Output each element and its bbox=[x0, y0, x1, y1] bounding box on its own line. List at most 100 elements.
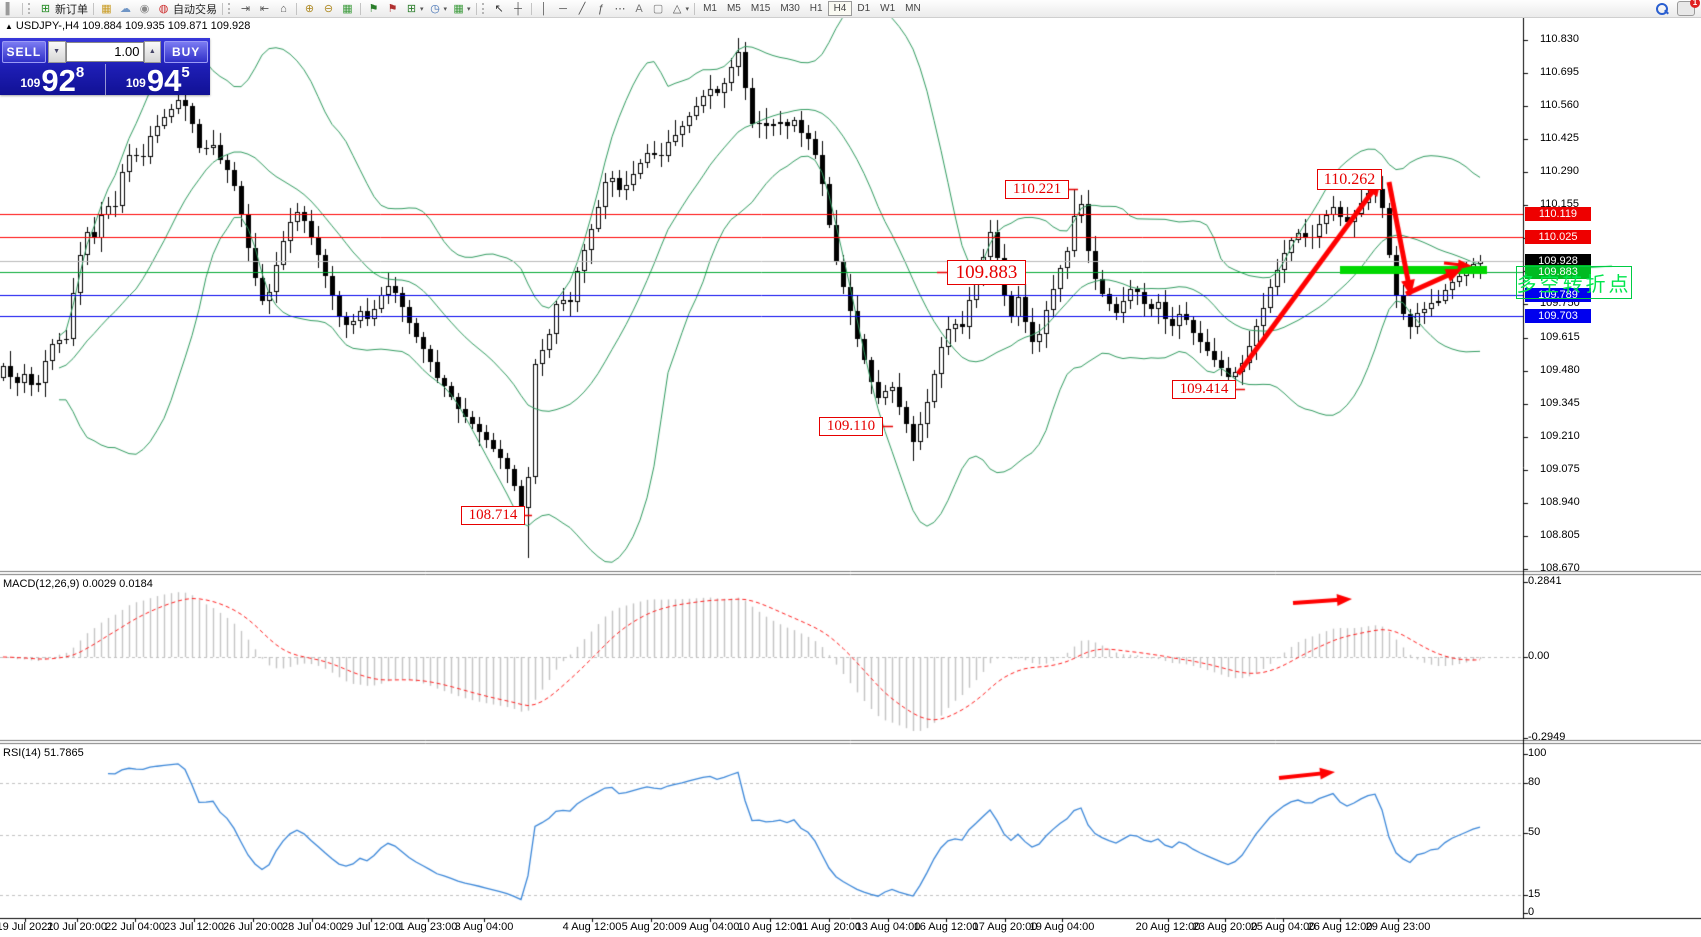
dropdown-arrow-icon: ▾ bbox=[443, 5, 448, 13]
timeframe-m5[interactable]: M5 bbox=[726, 3, 741, 14]
toolbar-separator bbox=[530, 2, 532, 15]
price-tick-label: 109.345 bbox=[1540, 396, 1580, 409]
price-label-110221[interactable]: 110.221 bbox=[1005, 180, 1069, 199]
date-axis-label: 9 Aug 04:00 bbox=[680, 921, 740, 933]
timeframe-d1[interactable]: D1 bbox=[857, 3, 871, 14]
date-axis-label: 26 Aug 12:00 bbox=[1307, 921, 1373, 933]
tile-windows-button[interactable]: ▦ bbox=[338, 1, 357, 16]
vertical-line-icon: │ bbox=[540, 2, 548, 15]
chart-mode-button[interactable]: ▦ ▾ bbox=[449, 1, 473, 16]
objects-flag-icon: ⚑ bbox=[387, 2, 398, 15]
timeframe-m15[interactable]: M15 bbox=[750, 3, 771, 14]
toolbar-separator bbox=[475, 2, 477, 15]
pivot-annotation[interactable]: 多空转折点 bbox=[1516, 266, 1632, 299]
price-label-110262[interactable]: 110.262 bbox=[1317, 169, 1382, 190]
search-icon[interactable] bbox=[1655, 2, 1669, 16]
indicators-flag-icon: ⚑ bbox=[368, 2, 379, 15]
volume-input[interactable] bbox=[65, 41, 144, 62]
date-axis-label: 5 Aug 20:00 bbox=[621, 921, 681, 933]
date-axis-label: 10 Aug 12:00 bbox=[737, 921, 803, 933]
autotrading-label: 自动交易 bbox=[173, 3, 217, 16]
tile-windows-icon: ▦ bbox=[342, 2, 353, 15]
toolbar: ▌ ⊞ 新订单 ▦ ☁ ◉ ◍ 自动交易 ⇥ ⇤ ⌂ ⊕ ⊖ ▦ ⚑ ⚑ ⊞ ▾ ◷ ▾ ▦ ▾ ↖ ┼ │ ─ ╱ ƒ ⋯ A ▢ △ ▾ M1… bbox=[0, 0, 1701, 18]
trendline-icon: ╱ bbox=[578, 2, 586, 15]
date-axis-label: 1 Aug 23:00 bbox=[398, 921, 458, 933]
period-clock-button[interactable]: ◷ ▾ bbox=[426, 1, 450, 16]
one-click-trading-panel: SELL ▼ ▲ BUY 109 92 8 109 94 5 bbox=[0, 38, 210, 98]
timeframe-m1[interactable]: M1 bbox=[703, 3, 717, 14]
timeframe-h1[interactable]: H1 bbox=[809, 3, 823, 14]
bid-big-digits: 92 bbox=[41, 63, 76, 98]
toolbar-separator bbox=[22, 2, 23, 15]
text-button[interactable]: A bbox=[630, 1, 649, 16]
date-axis-label: 23 Jul 12:00 bbox=[164, 921, 224, 933]
macd-scale-label: 0.2841 bbox=[1528, 575, 1562, 587]
price-tick-label: 108.940 bbox=[1540, 495, 1580, 508]
price-label-108714[interactable]: 108.714 bbox=[461, 506, 525, 525]
trendline-button[interactable]: ╱ bbox=[573, 1, 592, 16]
timeframe-w1[interactable]: W1 bbox=[880, 3, 896, 14]
price-label-109110[interactable]: 109.110 bbox=[819, 417, 883, 436]
text-label-button[interactable]: ▢ bbox=[649, 1, 668, 16]
partial-button[interactable]: ▌ bbox=[0, 1, 19, 16]
favorites-button[interactable]: ▦ bbox=[97, 1, 116, 16]
chart-mode-icon: ▦ bbox=[453, 2, 464, 15]
date-axis-label: 17 Aug 20:00 bbox=[972, 921, 1038, 933]
timeframe-mn[interactable]: MN bbox=[905, 3, 921, 14]
symbol-name: USDJPY-,H4 bbox=[15, 20, 80, 32]
add-chart-icon: ⊞ bbox=[406, 2, 417, 15]
templates-icon: ⌂ bbox=[280, 2, 287, 15]
zoom-out-icon: ⊖ bbox=[323, 2, 334, 15]
fibonacci-icon: ƒ bbox=[597, 2, 605, 15]
macd-scale-label: -0.2949 bbox=[1528, 731, 1566, 743]
zoom-in-button[interactable]: ⊕ bbox=[300, 1, 319, 16]
volume-decrease-button[interactable]: ▼ bbox=[47, 40, 66, 63]
price-label-109414[interactable]: 109.414 bbox=[1172, 380, 1236, 399]
signal-button[interactable]: ◉ bbox=[135, 1, 154, 16]
toolbar-grip bbox=[228, 3, 233, 14]
price-tick-label: 108.670 bbox=[1540, 561, 1580, 574]
buy-button[interactable]: BUY bbox=[164, 40, 208, 63]
templates-button[interactable]: ⌂ bbox=[274, 1, 293, 16]
vertical-line-button[interactable]: │ bbox=[535, 1, 554, 16]
bid-price: 109 92 8 bbox=[0, 63, 106, 98]
volume-increase-button[interactable]: ▲ bbox=[143, 40, 162, 63]
timeframe-m30[interactable]: M30 bbox=[780, 3, 800, 14]
objects-flag-button[interactable]: ⚑ bbox=[383, 1, 402, 16]
chat-badge: 1 bbox=[1690, 0, 1700, 8]
autotrading-button[interactable]: ◍ 自动交易 bbox=[154, 1, 219, 16]
channel-button[interactable]: ⋯ bbox=[611, 1, 630, 16]
toolbar-grip bbox=[481, 3, 487, 14]
new-order-button[interactable]: ⊞ 新订单 bbox=[36, 1, 90, 16]
date-axis-label: 25 Aug 04:00 bbox=[1250, 921, 1316, 933]
chart-shift-button[interactable]: ⇤ bbox=[255, 1, 274, 16]
chat-icon[interactable]: 1 bbox=[1677, 0, 1700, 16]
chart-shift-icon: ⇤ bbox=[259, 2, 270, 15]
autoscroll-button[interactable]: ⇥ bbox=[236, 1, 255, 16]
autoscroll-icon: ⇥ bbox=[240, 2, 251, 15]
channel-icon: ⋯ bbox=[614, 2, 626, 15]
add-chart-button[interactable]: ⊞ ▾ bbox=[402, 1, 426, 16]
symbol-ohlc-values: 109.884 109.935 109.871 109.928 bbox=[82, 20, 251, 32]
zoom-out-button[interactable]: ⊖ bbox=[319, 1, 338, 16]
price-tag-109883: 109.883 bbox=[1525, 264, 1591, 279]
crosshair-button[interactable]: ┼ bbox=[509, 1, 528, 16]
toolbar-separator bbox=[694, 2, 696, 15]
price-label-109883[interactable]: 109.883 bbox=[947, 260, 1026, 285]
fibonacci-button[interactable]: ƒ bbox=[592, 1, 611, 16]
search-lens bbox=[1656, 2, 1668, 15]
cursor-button[interactable]: ↖ bbox=[490, 1, 509, 16]
horizontal-line-button[interactable]: ─ bbox=[554, 1, 573, 16]
price-tag-110119: 110.119 bbox=[1525, 207, 1591, 222]
shapes-button[interactable]: △ ▾ bbox=[668, 1, 692, 16]
indicators-flag-button[interactable]: ⚑ bbox=[364, 1, 383, 16]
ask-prefix: 109 bbox=[125, 76, 146, 90]
sell-button[interactable]: SELL bbox=[2, 40, 46, 63]
toolbar-buttons: ▌ ⊞ 新订单 ▦ ☁ ◉ ◍ 自动交易 ⇥ ⇤ ⌂ ⊕ ⊖ ▦ ⚑ ⚑ ⊞ ▾ ◷ ▾ ▦ ▾ ↖ ┼ │ ─ ╱ ƒ ⋯ A ▢ △ ▾ M1… bbox=[0, 0, 926, 17]
timeframe-h4[interactable]: H4 bbox=[827, 1, 853, 16]
date-axis-label: 22 Jul 04:00 bbox=[105, 921, 165, 933]
cloud-button[interactable]: ☁ bbox=[116, 1, 135, 16]
dropdown-arrow-icon: ▾ bbox=[420, 5, 424, 13]
